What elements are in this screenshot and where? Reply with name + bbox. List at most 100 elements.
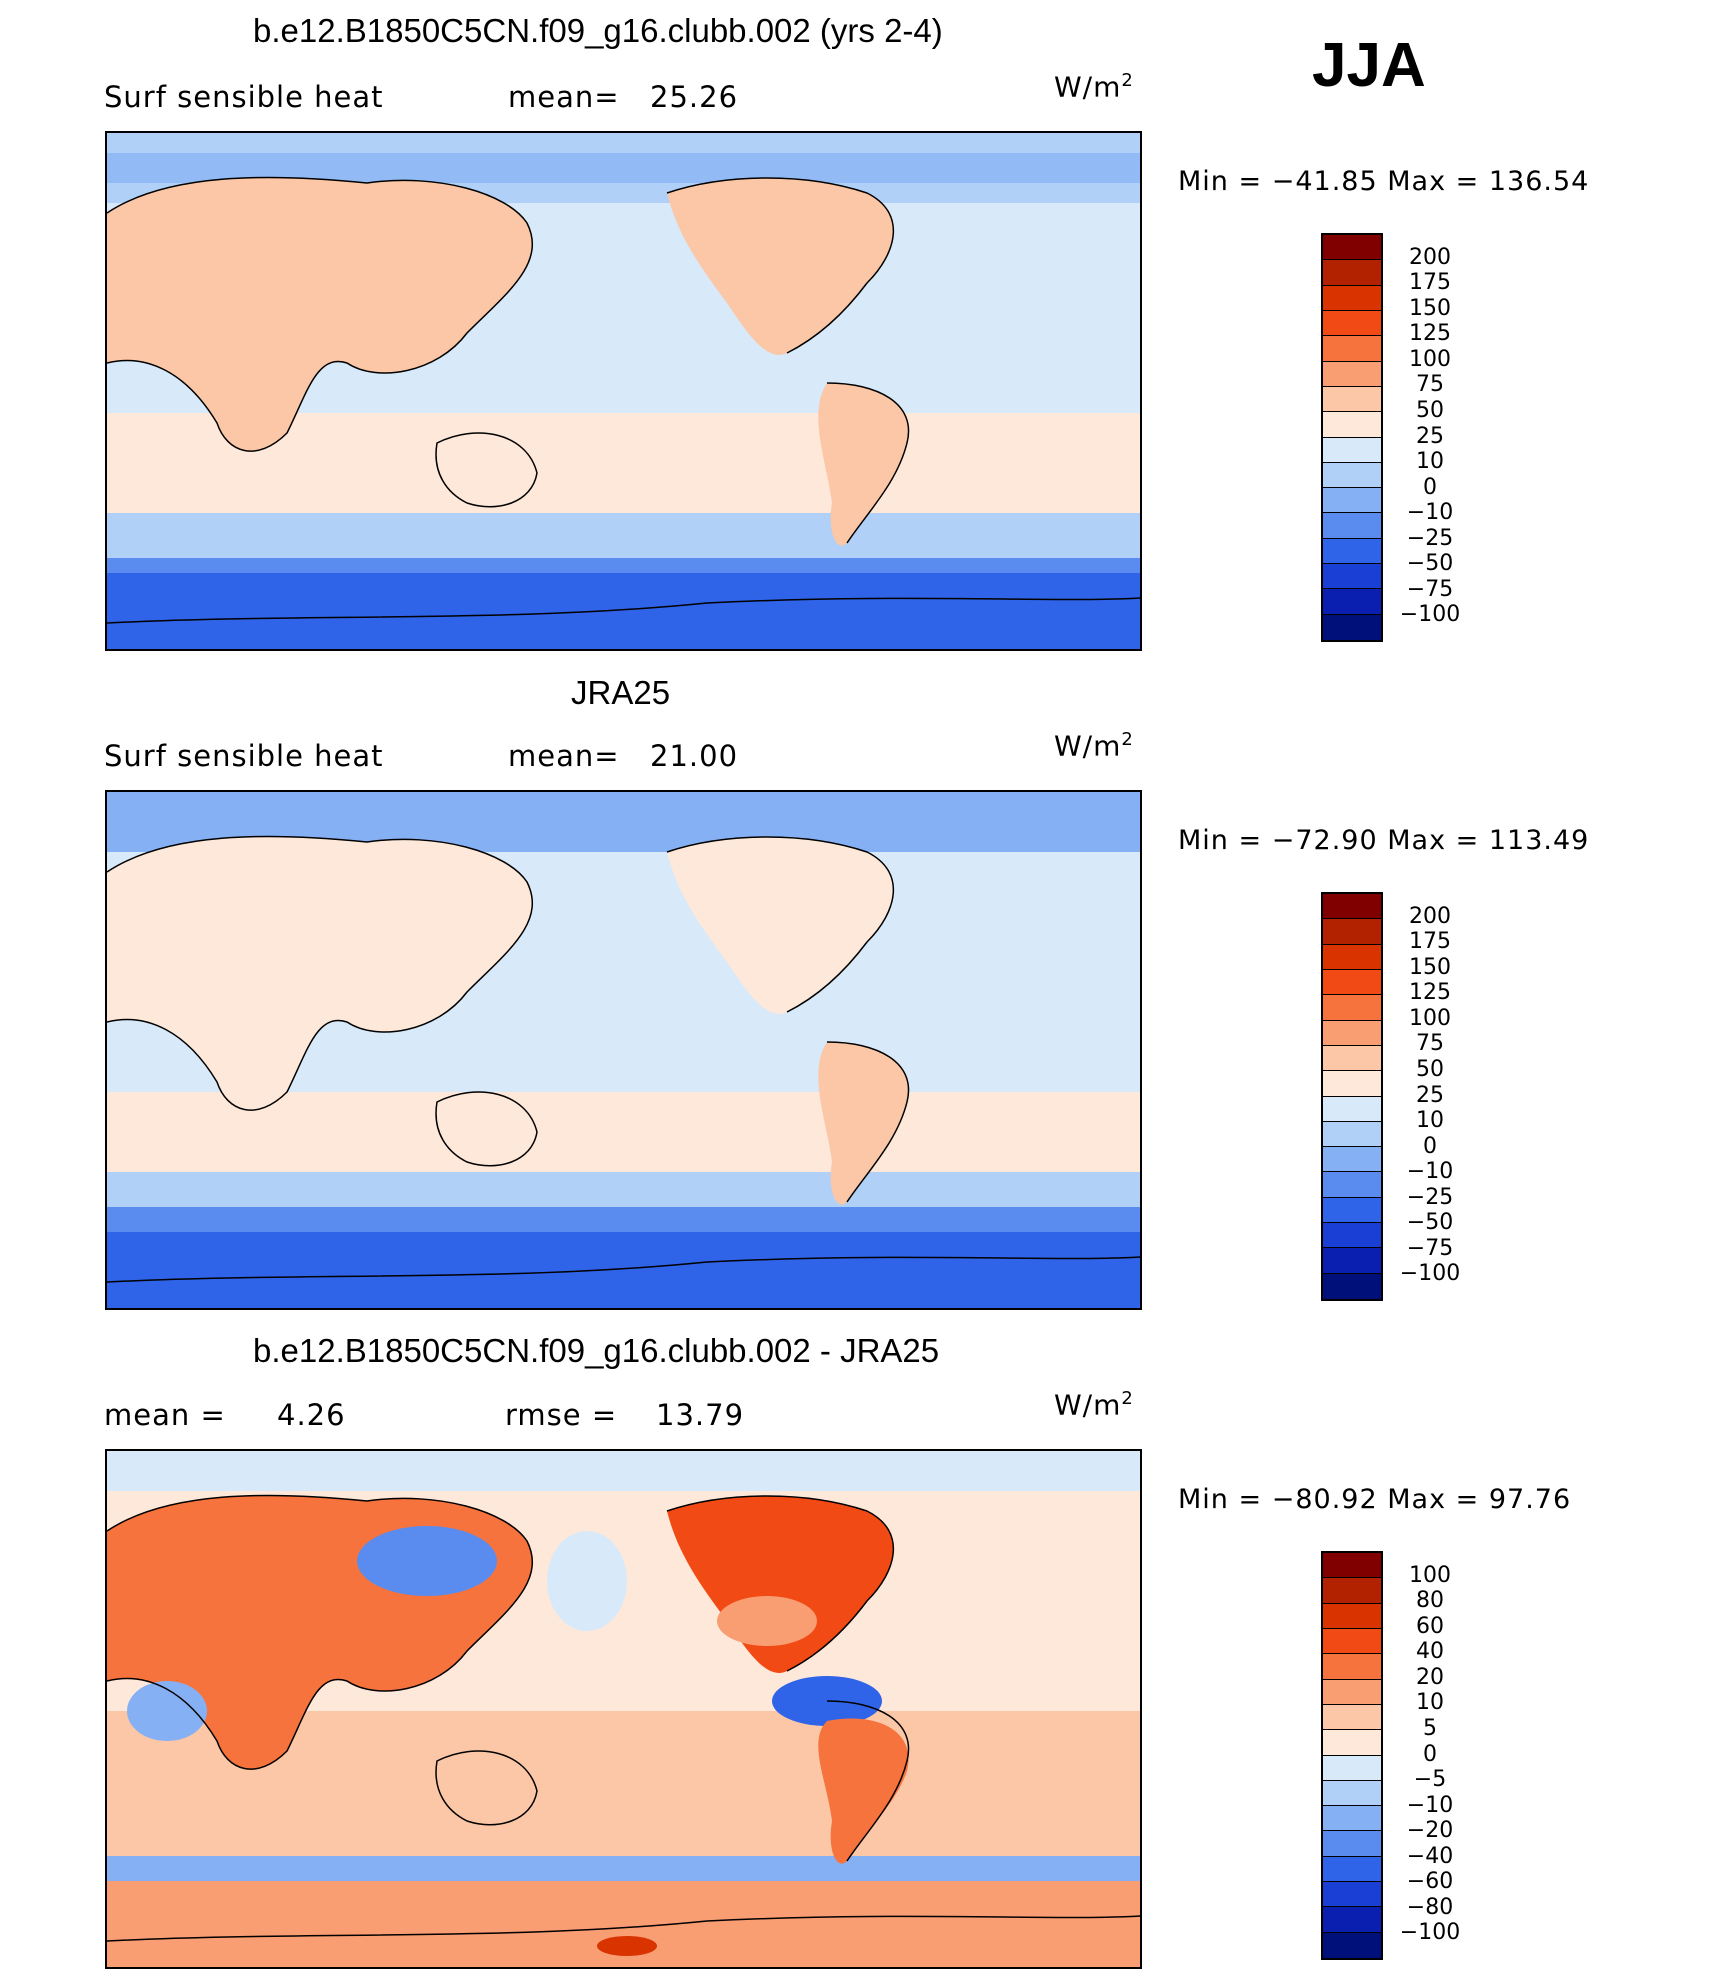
- colorbar-segment: [1323, 1806, 1381, 1832]
- panel3-title: b.e12.B1850C5CN.f09_g16.clubb.002 - JRA2…: [253, 1332, 940, 1369]
- colorbar-segment: [1323, 1121, 1381, 1148]
- colorbar-tick-label: −25: [1406, 525, 1454, 551]
- colorbar-segment: [1323, 1603, 1381, 1629]
- colorbar-segment: [1323, 1223, 1381, 1249]
- colorbar-segment: [1323, 1273, 1381, 1299]
- colorbar-tick-label: 100: [1409, 1562, 1451, 1588]
- colorbar-tick-label: 150: [1409, 295, 1451, 321]
- panel1-mean-value: 25.26: [650, 80, 739, 114]
- colorbar-segment: [1323, 1147, 1381, 1173]
- colorbar-tick-label: 50: [1416, 397, 1444, 423]
- panel2-title: JRA25: [571, 674, 671, 711]
- colorbar-tick-label: −100: [1399, 1261, 1461, 1287]
- season-label: JJA: [1312, 31, 1426, 100]
- units-base: W/m: [1054, 1388, 1122, 1422]
- colorbar-tick-label: 150: [1409, 954, 1451, 980]
- panel1-mean-label: mean=: [508, 80, 620, 114]
- colorbar-tick-label: 0: [1423, 1133, 1437, 1159]
- colorbar-tick-label: 175: [1409, 270, 1451, 296]
- units-base: W/m: [1054, 70, 1122, 104]
- colorbar-tick-label: 10: [1416, 1108, 1444, 1134]
- colorbar-segment: [1323, 564, 1381, 590]
- panel3-map: [105, 1449, 1142, 1969]
- colorbar-tick-label: −75: [1406, 576, 1454, 602]
- units-exponent: 2: [1121, 729, 1134, 750]
- colorbar-tick-label: −10: [1406, 1159, 1454, 1185]
- colorbar-segment: [1323, 1932, 1381, 1958]
- min-value: −41.85: [1271, 166, 1378, 197]
- colorbar-tick-label: 25: [1416, 423, 1444, 449]
- max-value: 113.49: [1488, 825, 1590, 856]
- colorbar-segment: [1323, 1248, 1381, 1274]
- panel2-minmax: Min = −72.90 Max = 113.49: [1178, 825, 1589, 856]
- max-value: 136.54: [1488, 166, 1590, 197]
- colorbar-tick-label: 100: [1409, 1005, 1451, 1031]
- colorbar-segment: [1323, 894, 1381, 920]
- panel2-map: [105, 790, 1142, 1310]
- colorbar-segment: [1323, 412, 1381, 438]
- colorbar-tick-label: −80: [1406, 1894, 1454, 1920]
- colorbar-tick-label: 80: [1416, 1588, 1444, 1614]
- panel2-mean-value: 21.00: [650, 739, 739, 773]
- colorbar-segment: [1323, 437, 1381, 463]
- panel1-title: b.e12.B1850C5CN.f09_g16.clubb.002 (yrs 2…: [253, 12, 943, 49]
- units-base: W/m: [1054, 729, 1122, 763]
- colorbar-segment: [1323, 1096, 1381, 1122]
- colorbar-tick-label: 10: [1416, 1690, 1444, 1716]
- colorbar-segment: [1323, 1045, 1381, 1072]
- panel3-units: W/m2: [1054, 1388, 1134, 1421]
- colorbar-segment: [1323, 1730, 1381, 1756]
- colorbar-tick-label: −5: [1413, 1767, 1447, 1793]
- colorbar-segment: [1323, 538, 1381, 565]
- colorbar-tick-label: −50: [1406, 551, 1454, 577]
- panel1-colorbar: [1321, 233, 1383, 642]
- colorbar-tick-label: 0: [1423, 1741, 1437, 1767]
- colorbar-tick-label: 0: [1423, 474, 1437, 500]
- colorbar-segment: [1323, 1882, 1381, 1908]
- units-exponent: 2: [1121, 70, 1134, 91]
- panel3-mean-label: mean =: [104, 1398, 226, 1432]
- colorbar-segment: [1323, 488, 1381, 514]
- colorbar-segment: [1323, 614, 1381, 640]
- colorbar-segment: [1323, 1654, 1381, 1680]
- colorbar-tick-label: −75: [1406, 1235, 1454, 1261]
- panel1-minmax: Min = −41.85 Max = 136.54: [1178, 166, 1589, 197]
- min-label: Min =: [1178, 825, 1263, 856]
- colorbar-segment: [1323, 1907, 1381, 1933]
- colorbar-tick-label: 200: [1409, 903, 1451, 929]
- colorbar-segment: [1323, 336, 1381, 362]
- colorbar-segment: [1323, 235, 1381, 261]
- max-label: Max =: [1387, 1484, 1480, 1515]
- panel3-mean-value: 4.26: [277, 1398, 346, 1432]
- colorbar-segment: [1323, 1578, 1381, 1604]
- panel1-variable-label: Surf sensible heat: [104, 80, 384, 114]
- colorbar-segment: [1323, 1831, 1381, 1857]
- colorbar-segment: [1323, 944, 1381, 970]
- colorbar-segment: [1323, 1172, 1381, 1198]
- panel1-map: [105, 131, 1142, 651]
- colorbar-segment: [1323, 361, 1381, 387]
- max-value: 97.76: [1488, 1484, 1572, 1515]
- colorbar-tick-label: −60: [1406, 1869, 1454, 1895]
- panel3-rmse-value: 13.79: [656, 1398, 745, 1432]
- panel3-minmax: Min = −80.92 Max = 97.76: [1178, 1484, 1571, 1515]
- colorbar-tick-label: −100: [1399, 602, 1461, 628]
- colorbar-segment: [1323, 1679, 1381, 1705]
- max-label: Max =: [1387, 166, 1480, 197]
- colorbar-tick-label: 125: [1409, 980, 1451, 1006]
- min-label: Min =: [1178, 166, 1263, 197]
- colorbar-segment: [1323, 969, 1381, 996]
- colorbar-segment: [1323, 260, 1381, 286]
- colorbar-segment: [1323, 1856, 1381, 1883]
- max-label: Max =: [1387, 825, 1480, 856]
- colorbar-tick-label: 100: [1409, 346, 1451, 372]
- colorbar-tick-label: −10: [1406, 1792, 1454, 1818]
- panel2-colorbar: [1321, 892, 1383, 1301]
- colorbar-segment: [1323, 1197, 1381, 1224]
- colorbar-segment: [1323, 589, 1381, 615]
- colorbar-tick-label: −20: [1406, 1818, 1454, 1844]
- colorbar-segment: [1323, 1755, 1381, 1781]
- colorbar-tick-label: −10: [1406, 500, 1454, 526]
- colorbar-tick-label: 125: [1409, 321, 1451, 347]
- panel3-colorbar: [1321, 1551, 1383, 1960]
